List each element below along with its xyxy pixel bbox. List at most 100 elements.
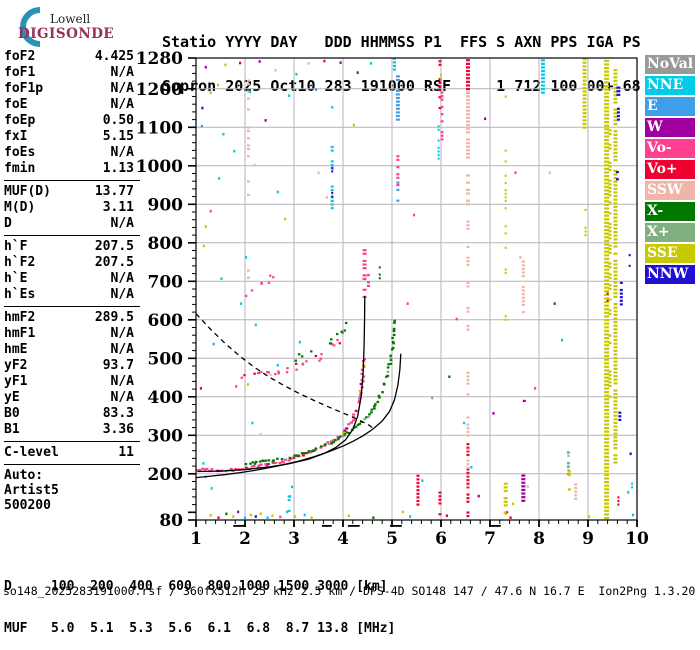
noise-dot	[209, 209, 212, 213]
y-axis-label: 1200	[136, 80, 183, 100]
rfi-dot	[604, 149, 610, 152]
x-second-hop-dot	[330, 338, 333, 341]
rfi-dot	[521, 474, 526, 477]
noise-dot	[295, 72, 298, 76]
x-trace-echoes-dot	[330, 442, 333, 445]
x-trace-echoes-dot	[377, 394, 381, 397]
rfi-dot	[438, 96, 442, 99]
o-trace-echoes-dot	[205, 467, 209, 471]
rfi-dot	[608, 165, 612, 168]
rfi-dot	[465, 188, 470, 191]
rfi-dot	[574, 490, 578, 493]
param-row-fxI: fxI 5.15	[4, 129, 134, 145]
rfi-dot	[396, 199, 400, 202]
rfi-dot	[604, 390, 610, 394]
rfi-dot	[395, 107, 400, 110]
x-trace-echoes-dot	[392, 327, 396, 330]
x-trace-echoes-dot	[365, 416, 368, 419]
x-trace-echoes-dot	[392, 333, 396, 337]
rfi-dot	[613, 367, 618, 370]
rfi-dot	[608, 248, 612, 251]
o-trace-echoes-dot	[250, 465, 254, 468]
noise-dot	[259, 512, 262, 516]
noise-dot	[204, 225, 207, 228]
rfi-dot	[466, 220, 470, 223]
noise-dot	[519, 256, 522, 259]
rfi-dot	[604, 106, 610, 109]
rfi-dot	[378, 277, 381, 280]
param-label: hmF2	[4, 310, 36, 325]
param-label: hmF1	[4, 326, 36, 341]
rfi-dot	[616, 93, 621, 96]
rfi-dot	[465, 113, 470, 116]
rfi-dot	[613, 119, 618, 122]
rfi-dot	[616, 107, 620, 110]
rfi-dot	[246, 126, 250, 129]
rfi-dot	[395, 118, 400, 121]
o-second-hop-dot	[260, 370, 263, 374]
rfi-dot	[584, 226, 587, 229]
rfi-dot	[465, 91, 470, 94]
rfi-dot	[608, 384, 612, 388]
rfi-dot	[613, 285, 618, 288]
separator-line	[4, 464, 140, 465]
param-value: N/A	[110, 326, 134, 341]
rfi-dot	[466, 378, 470, 382]
rfi-dot	[613, 346, 618, 349]
rfi-dot	[582, 65, 587, 68]
rfi-dot	[362, 259, 367, 263]
noise-dot	[220, 277, 223, 280]
rfi-dot	[567, 465, 570, 468]
rfi-dot	[604, 131, 610, 134]
rfi-dot	[540, 66, 545, 69]
rfi-dot	[604, 329, 610, 332]
rfi-dot	[392, 61, 396, 64]
rfi-dot	[604, 272, 610, 275]
rfi-dot	[521, 275, 525, 278]
rfi-dot	[246, 180, 250, 183]
rfi-dot	[416, 492, 420, 495]
rfi-dot	[465, 149, 470, 152]
o-trace-echoes-dot	[264, 463, 268, 466]
noise-dot	[224, 63, 227, 67]
rfi-dot	[613, 133, 618, 136]
y-axis-label: 80	[159, 511, 183, 531]
x-trace-echoes-dot	[305, 451, 309, 455]
param-row-foF1p: foF1p N/A	[4, 81, 134, 97]
rfi-dot	[466, 497, 470, 500]
rfi-dot	[582, 108, 587, 111]
rfi-dot	[540, 84, 545, 87]
o-trace-echoes-dot	[347, 423, 351, 426]
rfi-dot	[504, 189, 507, 192]
rfi-dot	[466, 430, 470, 433]
rfi-dot	[416, 481, 420, 485]
rfi-dot	[613, 259, 618, 262]
noise-dot	[225, 512, 228, 516]
noise-dot	[209, 91, 212, 94]
rfi-dot	[438, 60, 442, 63]
below-axis-mark	[347, 525, 360, 527]
param-label: C-level	[4, 445, 59, 460]
x-second-hop-dot	[328, 342, 332, 345]
legend-item-Vo+: Vo+	[645, 160, 695, 179]
o-trace-echoes-dot	[301, 454, 305, 457]
o-trace-echoes-dot	[201, 467, 205, 470]
rfi-dot	[466, 382, 470, 385]
param-row-h`F2: h`F2 207.5	[4, 255, 134, 271]
rfi-dot	[613, 169, 618, 172]
rfi-dot	[604, 448, 610, 451]
y-axis-label: 800	[148, 234, 184, 254]
rfi-dot	[604, 495, 610, 498]
rfi-dot	[465, 127, 470, 130]
rfi-dot	[521, 481, 526, 484]
rfi-dot	[440, 73, 442, 76]
rfi-dot	[604, 405, 610, 408]
distance-row: D 100 200 400 600 800 1000 1500 3000 [km…	[4, 579, 388, 594]
o-second-hop-dot	[266, 370, 269, 374]
rfi-dot	[613, 83, 618, 86]
noise-dot	[298, 340, 301, 344]
rfi-dot	[521, 264, 525, 267]
param-row-h`F: h`F 207.5	[4, 239, 134, 255]
rfi-dot	[613, 364, 618, 367]
rfi-dot	[604, 203, 610, 206]
